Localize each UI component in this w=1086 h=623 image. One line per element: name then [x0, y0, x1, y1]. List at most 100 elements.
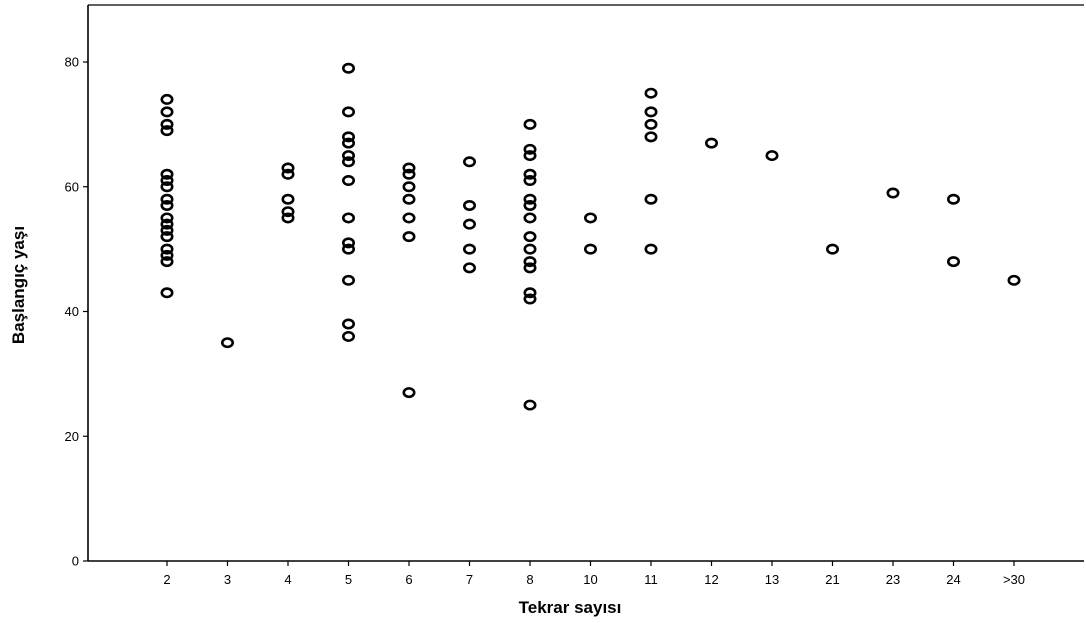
data-point [341, 330, 355, 342]
data-point [341, 137, 355, 149]
data-point [523, 193, 537, 205]
data-point [462, 262, 476, 274]
x-tick-label: 3 [224, 572, 231, 587]
data-point [341, 212, 355, 224]
data-point [644, 87, 658, 99]
data-point [402, 212, 416, 224]
x-tick-label: 21 [825, 572, 839, 587]
x-tick-label: 7 [466, 572, 473, 587]
data-point [583, 243, 597, 255]
data-point [462, 156, 476, 168]
data-point [341, 237, 355, 249]
x-tick-label: 13 [765, 572, 779, 587]
y-tick-label: 60 [65, 179, 79, 194]
data-point [341, 131, 355, 143]
data-point [523, 256, 537, 268]
data-point [281, 212, 295, 224]
data-point [523, 168, 537, 180]
plot-frame [87, 4, 1084, 562]
data-point [402, 193, 416, 205]
data-point [644, 106, 658, 118]
data-point [523, 287, 537, 299]
data-point [644, 131, 658, 143]
data-point [523, 243, 537, 255]
data-point [946, 193, 960, 205]
data-point [281, 168, 295, 180]
data-point [160, 231, 174, 243]
data-point [402, 181, 416, 193]
data-point [523, 399, 537, 411]
y-tick-label: 0 [72, 554, 79, 569]
y-tick-label: 40 [65, 304, 79, 319]
data-point [341, 243, 355, 255]
data-point [160, 212, 174, 224]
data-point [402, 387, 416, 399]
data-point [523, 199, 537, 211]
x-tick-label: 10 [583, 572, 597, 587]
data-point [281, 206, 295, 218]
data-point [160, 256, 174, 268]
x-tick-label: 11 [644, 572, 658, 587]
data-points [160, 62, 1021, 411]
data-point [160, 125, 174, 137]
data-point [160, 193, 174, 205]
data-point [341, 62, 355, 74]
data-point [644, 118, 658, 130]
data-point [160, 168, 174, 180]
data-point [825, 243, 839, 255]
data-point [462, 218, 476, 230]
data-point [160, 181, 174, 193]
data-point [341, 175, 355, 187]
data-point [160, 175, 174, 187]
data-point [523, 212, 537, 224]
y-axis-title: Başlangıç yaşı [9, 226, 28, 344]
data-point [160, 218, 174, 230]
x-ticks: 2 3 4 5 6 7 8 10 11 12 13 21 23 24 >30 [163, 561, 1025, 587]
data-point [886, 187, 900, 199]
data-point [765, 150, 779, 162]
x-tick-label: 5 [345, 572, 352, 587]
data-point [341, 156, 355, 168]
data-point [402, 168, 416, 180]
x-tick-label: >30 [1003, 572, 1025, 587]
data-point [402, 231, 416, 243]
y-ticks: 0 20 40 60 80 [65, 55, 88, 569]
data-point [160, 243, 174, 255]
data-point [160, 106, 174, 118]
data-point [704, 137, 718, 149]
data-point [523, 175, 537, 187]
data-point [523, 231, 537, 243]
data-point [160, 199, 174, 211]
data-point [462, 199, 476, 211]
data-point [946, 256, 960, 268]
data-point [160, 224, 174, 236]
data-point [341, 274, 355, 286]
x-tick-label: 8 [526, 572, 533, 587]
data-point [462, 243, 476, 255]
data-point [281, 162, 295, 174]
data-point [160, 249, 174, 261]
y-tick-label: 20 [65, 429, 79, 444]
data-point [1007, 274, 1021, 286]
x-tick-label: 24 [946, 572, 960, 587]
data-point [644, 193, 658, 205]
data-point [341, 150, 355, 162]
x-tick-label: 12 [704, 572, 718, 587]
data-point [583, 212, 597, 224]
x-tick-label: 2 [163, 572, 170, 587]
data-point [221, 337, 235, 349]
data-point [402, 162, 416, 174]
x-tick-label: 6 [405, 572, 412, 587]
data-point [281, 193, 295, 205]
data-point [341, 106, 355, 118]
data-point [523, 118, 537, 130]
x-tick-label: 23 [886, 572, 900, 587]
y-tick-label: 80 [65, 55, 79, 70]
data-point [160, 118, 174, 130]
data-point [160, 287, 174, 299]
data-point [160, 93, 174, 105]
data-point [523, 293, 537, 305]
x-tick-label: 4 [284, 572, 291, 587]
data-point [644, 243, 658, 255]
